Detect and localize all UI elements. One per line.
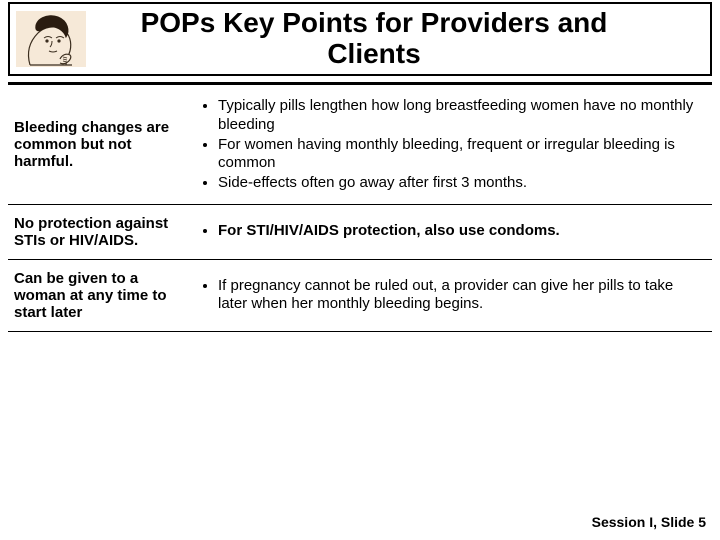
bullet-item: Typically pills lengthen how long breast… (218, 97, 706, 135)
bullet-item: If pregnancy cannot be ruled out, a prov… (218, 277, 706, 315)
bullet-item: For STI/HIV/AIDS protection, also use co… (218, 222, 706, 241)
slide-footer: Session I, Slide 5 (592, 514, 706, 530)
title-underline (8, 82, 712, 85)
row-body: If pregnancy cannot be ruled out, a prov… (194, 259, 712, 331)
keypoints-table: Bleeding changes are common but not harm… (8, 86, 712, 332)
bullet-list: Typically pills lengthen how long breast… (200, 97, 706, 193)
slide: POPs Key Points for Providers and Client… (0, 0, 720, 540)
bullet-item: For women having monthly bleeding, frequ… (218, 136, 706, 174)
table-row: No protection against STIs or HIV/AIDS. … (8, 204, 712, 259)
keypoints-table-wrap: Bleeding changes are common but not harm… (8, 86, 712, 332)
bullet-list: If pregnancy cannot be ruled out, a prov… (200, 277, 706, 315)
title-bar: POPs Key Points for Providers and Client… (8, 2, 712, 76)
page-title: POPs Key Points for Providers and Client… (94, 8, 704, 70)
row-head: Can be given to a woman at any time to s… (8, 259, 194, 331)
row-body: For STI/HIV/AIDS protection, also use co… (194, 204, 712, 259)
row-head: No protection against STIs or HIV/AIDS. (8, 204, 194, 259)
table-row: Can be given to a woman at any time to s… (8, 259, 712, 331)
bullet-item: Side-effects often go away after first 3… (218, 174, 706, 193)
bullet-list: For STI/HIV/AIDS protection, also use co… (200, 222, 706, 241)
row-head: Bleeding changes are common but not harm… (8, 86, 194, 204)
thinking-woman-icon (16, 11, 86, 67)
row-body: Typically pills lengthen how long breast… (194, 86, 712, 204)
table-row: Bleeding changes are common but not harm… (8, 86, 712, 204)
